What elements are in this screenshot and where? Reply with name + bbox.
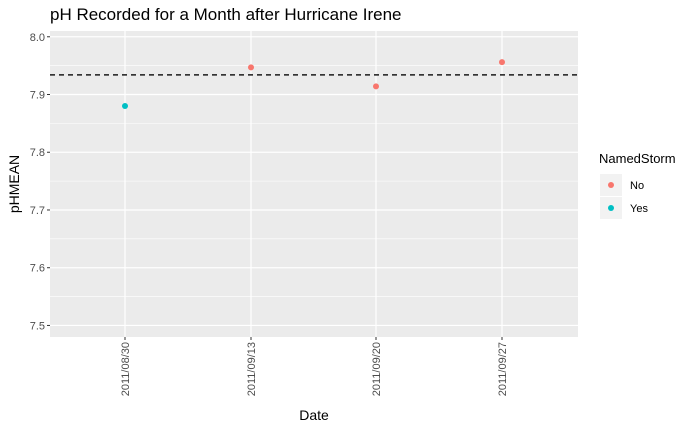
grid-layer xyxy=(50,31,578,337)
y-tick-label: 8.0 xyxy=(30,32,45,44)
legend-entries: No Yes xyxy=(600,174,648,219)
legend-entry: Yes xyxy=(600,197,648,219)
data-point xyxy=(499,59,505,66)
point-layer xyxy=(122,59,505,110)
y-tick-label: 7.9 xyxy=(30,90,45,102)
x-tick-label: 2011/09/27 xyxy=(497,342,509,396)
x-tick-label: 2011/09/20 xyxy=(371,342,383,396)
legend: NamedStorm No Yes xyxy=(599,151,676,219)
x-tick-label: 2011/08/30 xyxy=(120,342,132,396)
legend-swatch xyxy=(608,182,614,188)
y-tick-layer: 7.5 7.6 7.7 7.8 7.9 8.0 xyxy=(30,32,50,332)
data-point xyxy=(373,83,379,90)
x-axis-title: Date xyxy=(299,407,329,423)
y-axis-title: pHMEAN xyxy=(6,155,22,213)
legend-title: NamedStorm xyxy=(599,151,676,166)
chart-title: pH Recorded for a Month after Hurricane … xyxy=(50,5,402,24)
legend-label: No xyxy=(630,180,644,192)
data-point xyxy=(248,64,254,71)
plot-panel xyxy=(50,31,578,337)
legend-swatch xyxy=(608,205,614,211)
y-tick-label: 7.6 xyxy=(30,263,45,275)
legend-entry: No xyxy=(600,174,644,196)
y-tick-label: 7.5 xyxy=(30,320,45,332)
legend-label: Yes xyxy=(630,203,648,215)
x-tick-label: 2011/09/13 xyxy=(246,342,258,396)
x-tick-layer: 2011/08/30 2011/09/13 2011/09/20 2011/09/27 xyxy=(120,337,509,396)
y-tick-label: 7.8 xyxy=(30,147,45,159)
data-point xyxy=(122,103,128,110)
y-tick-label: 7.7 xyxy=(30,205,45,217)
